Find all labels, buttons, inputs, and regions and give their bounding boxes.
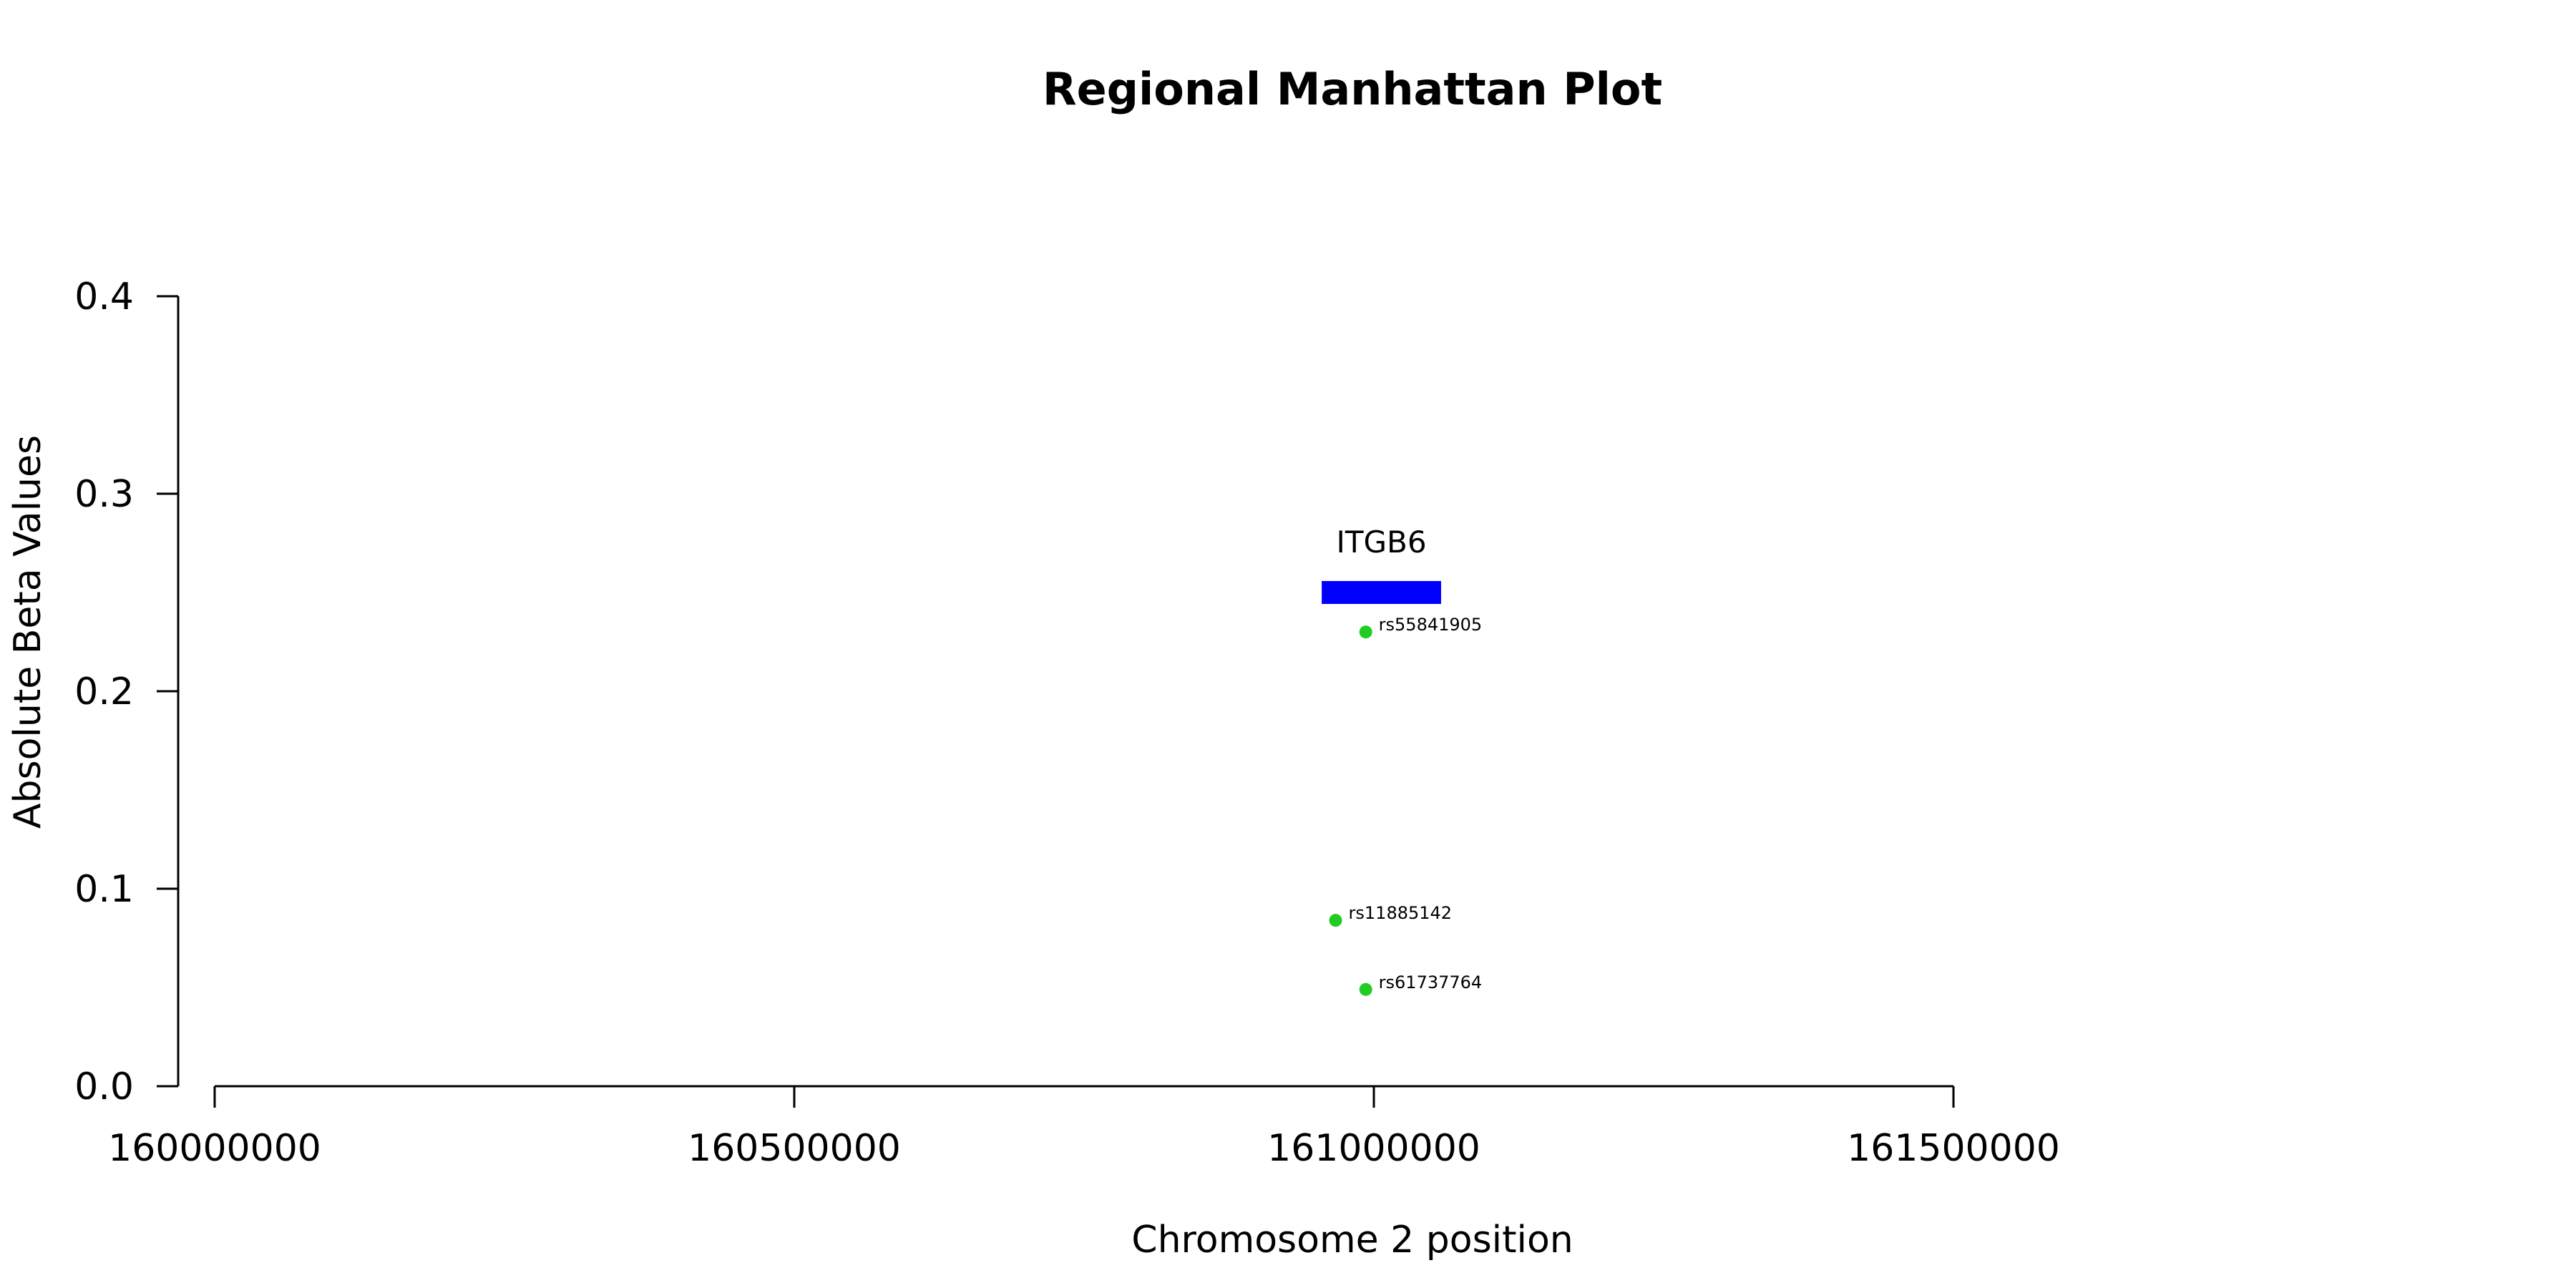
- gene-label: ITGB6: [1336, 525, 1426, 560]
- snp-label: rs61737764: [1379, 972, 1483, 992]
- y-tick-label: 0.2: [74, 670, 134, 713]
- y-tick-label: 0.3: [74, 473, 134, 516]
- snp-point: [1329, 914, 1342, 927]
- y-axis-label: Absolute Beta Values: [6, 435, 49, 829]
- snp-point: [1359, 625, 1372, 639]
- snp-label: rs11885142: [1349, 903, 1453, 923]
- x-tick-label: 161000000: [1267, 1127, 1480, 1170]
- gene-track: ITGB6: [1322, 525, 1441, 604]
- snp-point: [1359, 982, 1372, 996]
- snp-points: rs55841905 rs11885142 rs61737764: [1329, 615, 1483, 996]
- gene-bar: [1322, 581, 1441, 604]
- x-tick-label: 160000000: [108, 1127, 321, 1170]
- y-tick-label: 0.4: [74, 275, 134, 318]
- y-tick-label: 0.1: [74, 868, 134, 911]
- x-axis: 160000000 160500000 161000000 161500000: [108, 1085, 2060, 1170]
- x-tick-label: 160500000: [688, 1127, 901, 1170]
- y-tick-label: 0.0: [74, 1065, 134, 1108]
- snp-label: rs55841905: [1379, 615, 1483, 635]
- y-axis: 0.0 0.1 0.2 0.3 0.4: [74, 275, 180, 1108]
- x-axis-label: Chromosome 2 position: [1131, 1219, 1573, 1262]
- chart-title: Regional Manhattan Plot: [1043, 63, 1662, 115]
- x-tick-label: 161500000: [1847, 1127, 2060, 1170]
